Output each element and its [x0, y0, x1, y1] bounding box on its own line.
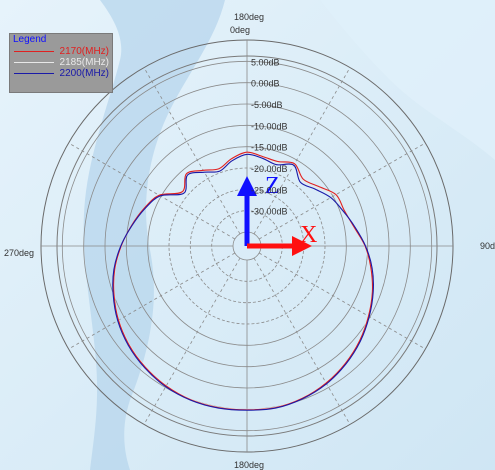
grid-spoke	[68, 252, 236, 350]
legend-swatch	[14, 73, 54, 74]
grid-spoke	[143, 257, 241, 425]
angle-label-left: 270deg	[4, 248, 34, 258]
grid-spoke	[143, 67, 241, 235]
legend-label: 2200(MHz)	[59, 68, 109, 79]
grid-spoke	[68, 142, 236, 240]
legend-entry: 2170(MHz)	[10, 46, 112, 57]
radial-tick-label: 0.00dB	[251, 79, 280, 89]
angle-label-right: 90deg	[480, 241, 495, 251]
grid-spoke	[258, 142, 426, 240]
x-axis-label: X	[300, 222, 317, 248]
legend-label: 2170(MHz)	[59, 46, 109, 57]
radial-tick-label: -15.00dB	[251, 143, 288, 153]
angle-label-top-outer: 180deg	[234, 12, 264, 22]
series-line-2170(MHz)	[113, 151, 374, 411]
polar-grid	[40, 39, 454, 453]
x-axis-arrowhead	[292, 236, 312, 256]
radial-tick-label: -25.00dB	[251, 185, 288, 195]
legend-swatch	[14, 51, 54, 52]
legend-entry: 2185(MHz)	[10, 57, 112, 68]
angle-labels: 180deg 0deg 90deg 270deg 180deg	[4, 12, 495, 470]
radial-tick-label: 5.00dB	[251, 57, 280, 67]
radial-tick-label: -5.00dB	[251, 100, 283, 110]
axes-indicator: Z X	[237, 173, 317, 256]
angle-label-bottom: 180deg	[234, 460, 264, 470]
grid-spoke	[253, 67, 351, 235]
grid-spoke	[258, 252, 426, 350]
grid-spoke	[253, 257, 351, 425]
series-line-2200(MHz)	[112, 153, 374, 411]
legend-label: 2185(MHz)	[59, 57, 109, 68]
angle-label-top-inner: 0deg	[230, 25, 250, 35]
legend: Legend 2170(MHz) 2185(MHz) 2200(MHz)	[9, 33, 113, 93]
legend-entries: 2170(MHz) 2185(MHz) 2200(MHz)	[10, 46, 112, 79]
radial-tick-labels: 5.00dB 0.00dB -5.00dB -10.00dB -15.00dB -20.0…	[251, 57, 288, 216]
legend-title: Legend	[13, 34, 47, 45]
radial-tick-label: -10.00dB	[251, 121, 288, 131]
z-axis-arrowhead	[237, 176, 257, 196]
legend-entry: 2200(MHz)	[10, 68, 112, 79]
radial-tick-label: -20.00dB	[251, 164, 288, 174]
z-axis-label: Z	[265, 173, 280, 199]
pattern-curves	[112, 151, 374, 411]
legend-swatch	[14, 62, 54, 63]
radial-tick-label: -30.00dB	[251, 207, 288, 217]
